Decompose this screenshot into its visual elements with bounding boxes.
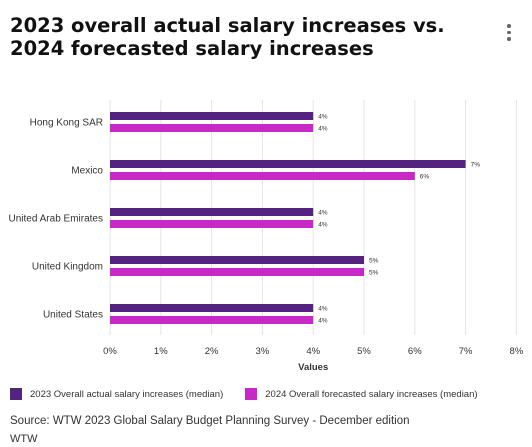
data-label: 5% (369, 270, 379, 277)
bar-2023 (110, 112, 314, 120)
y-tick-label: United Kingdom (32, 262, 103, 273)
bar-2023 (110, 160, 466, 168)
bar-2023 (110, 256, 364, 264)
legend-item-2024[interactable]: 2024 Overall forecasted salary increases… (245, 388, 478, 400)
chart-legend: 2023 Overall actual salary increases (me… (10, 388, 525, 400)
x-tick-label: 5% (357, 346, 371, 357)
x-tick-label: 7% (459, 346, 473, 357)
x-tick-label: 1% (154, 346, 168, 357)
legend-label-2024: 2024 Overall forecasted salary increases… (265, 388, 478, 400)
legend-swatch-2024 (245, 388, 258, 400)
legend-label-2023: 2023 Overall actual salary increases (me… (30, 388, 224, 400)
legend-item-2023[interactable]: 2023 Overall actual salary increases (me… (10, 388, 223, 400)
data-label: 7% (471, 162, 481, 169)
more-options-icon[interactable] (506, 24, 512, 41)
y-tick-label: Hong Kong SAR (30, 118, 103, 129)
x-axis-label: Values (298, 362, 328, 373)
y-tick-label: United States (43, 310, 103, 321)
y-tick-label: United Arab Emirates (9, 214, 104, 225)
bar-2024 (110, 268, 364, 276)
bar-chart: 4% 4% Hong Kong SAR 7% 6% Mexico 4% 4% United Ar… (9, 100, 524, 373)
chart-title: 2023 overall actual salary increases vs.… (10, 14, 445, 60)
x-tick-label: 4% (306, 346, 320, 357)
bar-2023 (110, 208, 314, 216)
legend-swatch-2023 (10, 388, 22, 400)
data-label: 4% (318, 222, 328, 229)
x-tick-label: 0% (103, 346, 117, 357)
bar-2024 (110, 172, 415, 180)
y-tick-label: Mexico (71, 166, 103, 177)
data-label: 4% (318, 114, 328, 121)
bar-2023 (110, 304, 314, 312)
data-label: 4% (318, 306, 328, 313)
x-tick-label: 8% (510, 346, 524, 357)
x-tick-label: 2% (205, 346, 219, 357)
data-label: 6% (420, 174, 430, 181)
data-label: 4% (318, 126, 328, 133)
x-tick-label: 6% (408, 346, 422, 357)
source-note: Source: WTW 2023 Global Salary Budget Pl… (10, 415, 410, 427)
bar-2024 (110, 124, 314, 132)
data-label: 5% (369, 258, 379, 265)
x-tick-label: 3% (256, 346, 270, 357)
bar-2024 (110, 316, 314, 324)
data-label: 4% (318, 210, 328, 217)
data-label: 4% (318, 318, 328, 325)
bar-2024 (110, 220, 314, 228)
brand-label: WTW (10, 433, 38, 445)
